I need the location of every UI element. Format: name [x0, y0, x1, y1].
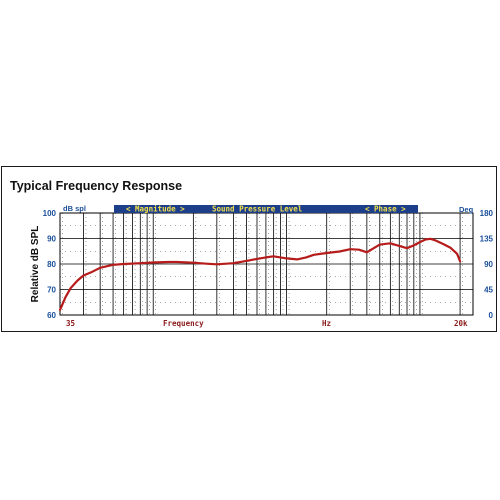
y-ticks-right: 180 135 90 45 0	[480, 209, 494, 320]
banner-phase: < Phase >	[365, 205, 406, 214]
x-label-frequency: Frequency	[163, 319, 204, 328]
y-ticks-left: 100 90 80 70 60	[43, 209, 57, 320]
y-tick-left: 60	[47, 311, 56, 320]
frequency-response-panel: Typical Frequency Response < Magnitude >…	[1, 166, 497, 332]
x-label-hz: Hz	[322, 319, 331, 328]
top-banner	[114, 205, 418, 213]
y-tick-right: 180	[480, 209, 494, 218]
x-label-start: 35	[66, 319, 75, 328]
y-tick-left: 70	[47, 286, 56, 295]
banner-center: Sound Pressure Level	[212, 205, 302, 214]
y-tick-left: 100	[43, 209, 57, 218]
y-tick-right: 135	[480, 235, 494, 244]
chart-title: Typical Frequency Response	[10, 179, 182, 193]
y-tick-right: 0	[489, 311, 494, 320]
response-curve	[58, 237, 462, 311]
y-tick-right: 45	[484, 286, 493, 295]
y-left-unit: dB spl	[63, 204, 86, 213]
grid	[59, 213, 473, 315]
banner-magnitude: < Magnitude >	[126, 205, 185, 214]
y-tick-right: 90	[484, 260, 493, 269]
y-tick-left: 80	[47, 260, 56, 269]
x-label-end: 20k	[454, 319, 468, 328]
y-tick-left: 90	[47, 235, 56, 244]
y-right-unit: Deg	[459, 205, 474, 214]
y-axis-label: Relative dB SPL	[30, 226, 41, 303]
chart-svg: Typical Frequency Response < Magnitude >…	[10, 179, 494, 328]
series-layer	[58, 237, 462, 311]
